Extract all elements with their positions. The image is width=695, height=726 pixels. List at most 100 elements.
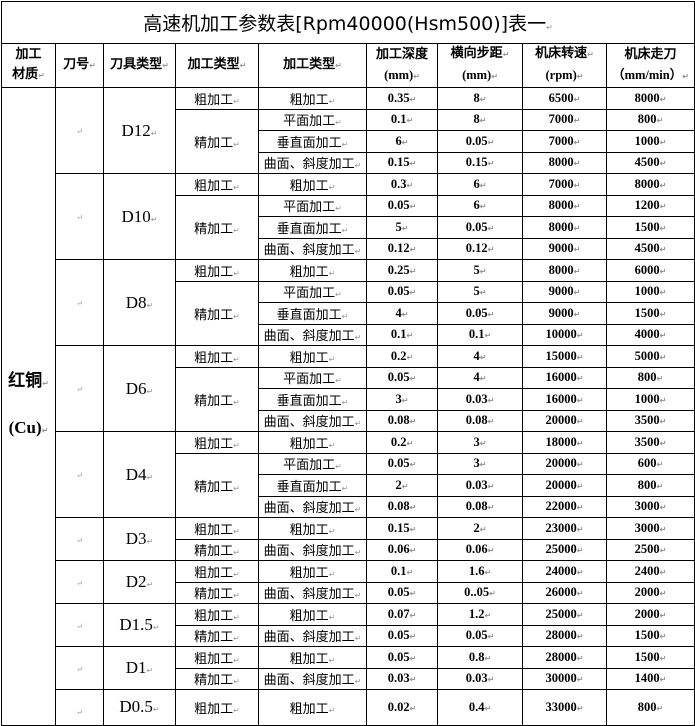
- feed-cell: 8000: [605, 87, 695, 110]
- depth-cell: 0.1: [366, 560, 438, 583]
- feed-cell: 2000: [605, 581, 695, 604]
- step-cell: 0.05: [437, 216, 523, 239]
- feed-cell: 800: [605, 366, 695, 389]
- rpm-cell: 9000: [522, 237, 607, 260]
- process-detail-cell: 曲面、斜度加工: [258, 409, 367, 432]
- material-formula: (Cu): [9, 418, 49, 437]
- step-cell: 5: [437, 259, 523, 282]
- depth-cell: 5: [366, 216, 438, 239]
- rpm-cell: 7000: [522, 108, 607, 131]
- depth-cell: 0.05: [366, 280, 438, 303]
- depth-cell: 0.05: [366, 366, 438, 389]
- rpm-cell: 28000: [522, 646, 607, 669]
- process-detail-cell: 曲面、斜度加工: [258, 495, 367, 518]
- process-type-cell: 粗加工: [175, 517, 259, 540]
- header-rpm: 机床转速 (rpm): [522, 43, 607, 88]
- rpm-cell: 20000: [522, 409, 607, 432]
- step-cell: 0.4: [437, 689, 523, 726]
- step-cell: 8: [437, 108, 523, 131]
- table-row: D1粗加工粗加工0.050.8280001500: [2, 646, 695, 690]
- depth-cell: 0.02: [366, 689, 438, 726]
- step-cell: 0.15: [437, 151, 523, 174]
- rpm-cell: 8000: [522, 259, 607, 282]
- feed-cell: 800: [605, 474, 695, 497]
- process-detail-cell: 垂直面加工: [258, 388, 367, 411]
- header-tool-type: 刀具类型: [103, 43, 176, 88]
- table-row: D10粗加工粗加工0.3670008000: [2, 173, 695, 260]
- depth-cell: 0.1: [366, 323, 438, 346]
- tool-type-cell: D6: [103, 345, 176, 432]
- table-row: 垂直面加工30.03160001000: [2, 388, 695, 411]
- feed-cell: 1500: [605, 216, 695, 239]
- rpm-cell: 20000: [522, 452, 607, 475]
- feed-cell: 2500: [605, 538, 695, 561]
- process-type-cell: 粗加工: [175, 646, 259, 669]
- feed-cell: 600: [605, 452, 695, 475]
- depth-cell: 0.08: [366, 409, 438, 432]
- rpm-cell: 25000: [522, 538, 607, 561]
- process-detail-cell: 平面加工: [258, 280, 367, 303]
- feed-cell: 1000: [605, 280, 695, 303]
- table-row: D3粗加工粗加工0.152230003000: [2, 517, 695, 561]
- step-cell: 0..05: [437, 581, 523, 604]
- header-text: 横向步距: [451, 46, 510, 61]
- feed-cell: 800: [605, 689, 695, 726]
- feed-cell: 800: [605, 108, 695, 131]
- tool-no-cell: [55, 431, 104, 518]
- step-cell: 0.8: [437, 646, 523, 669]
- process-type-cell: 粗加工: [175, 689, 259, 726]
- feed-cell: 1500: [605, 646, 695, 669]
- header-text: 机床转速: [535, 46, 594, 61]
- step-cell: 8: [437, 87, 523, 110]
- feed-cell: 1000: [605, 130, 695, 153]
- feed-cell: 3500: [605, 431, 695, 454]
- process-detail-cell: 曲面、斜度加工: [258, 667, 367, 690]
- step-cell: 0.03: [437, 388, 523, 411]
- process-type-cell: 精加工: [175, 538, 259, 561]
- rpm-cell: 33000: [522, 689, 607, 726]
- step-cell: 0.12: [437, 237, 523, 260]
- tool-no-cell: [55, 560, 104, 604]
- depth-cell: 0.25: [366, 259, 438, 282]
- process-detail-cell: 曲面、斜度加工: [258, 538, 367, 561]
- header-unit: (rpm): [546, 68, 584, 82]
- depth-cell: 0.06: [366, 538, 438, 561]
- process-detail-cell: 曲面、斜度加工: [258, 624, 367, 647]
- step-cell: 3: [437, 452, 523, 475]
- process-type-cell: 粗加工: [175, 603, 259, 626]
- process-type-cell: 粗加工: [175, 259, 259, 282]
- process-detail-cell: 粗加工: [258, 646, 367, 669]
- process-type-cell: 精加工: [175, 194, 259, 260]
- tool-type-cell: D10: [103, 173, 176, 260]
- step-cell: 6: [437, 173, 523, 196]
- tool-type-cell: D1: [103, 646, 176, 690]
- rpm-cell: 26000: [522, 581, 607, 604]
- feed-cell: 1500: [605, 302, 695, 325]
- process-detail-cell: 垂直面加工: [258, 474, 367, 497]
- step-cell: 6: [437, 194, 523, 217]
- table-row: D4粗加工粗加工0.23180003500: [2, 431, 695, 518]
- process-detail-cell: 曲面、斜度加工: [258, 151, 367, 174]
- feed-cell: 6000: [605, 259, 695, 282]
- process-type-cell: 精加工: [175, 624, 259, 647]
- tool-no-cell: [55, 173, 104, 260]
- process-detail-cell: 粗加工: [258, 87, 367, 110]
- tool-type-cell: D12: [103, 87, 176, 174]
- rpm-cell: 7000: [522, 173, 607, 196]
- process-type-cell: 精加工: [175, 280, 259, 346]
- material-cell: 红铜 (Cu): [1, 87, 56, 726]
- header-text: 加工: [15, 47, 42, 62]
- header-text: 机床走刀: [624, 46, 677, 62]
- process-detail-cell: 曲面、斜度加工: [258, 581, 367, 604]
- depth-cell: 0.1: [366, 108, 438, 131]
- step-cell: 2: [437, 517, 523, 540]
- depth-cell: 0.15: [366, 517, 438, 540]
- tool-no-cell: [55, 517, 104, 561]
- table-row: 曲面、斜度加工0.120.1290004500: [2, 237, 695, 260]
- header-step: 横向步距 (mm): [437, 43, 523, 88]
- rpm-cell: 10000: [522, 323, 607, 346]
- process-detail-cell: 垂直面加工: [258, 302, 367, 325]
- feed-cell: 3500: [605, 409, 695, 432]
- process-type-cell: 粗加工: [175, 345, 259, 368]
- process-detail-cell: 平面加工: [258, 452, 367, 475]
